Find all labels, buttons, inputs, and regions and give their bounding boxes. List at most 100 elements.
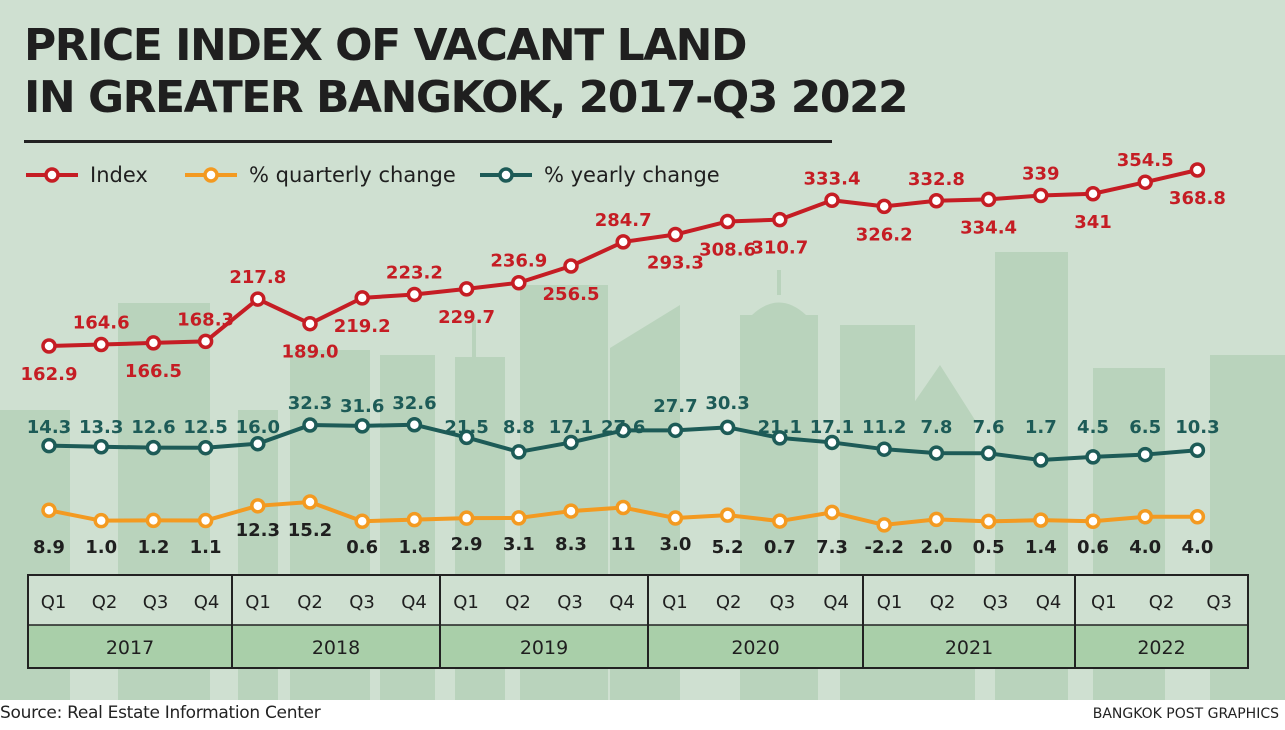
quarter-tick-label: Q3	[770, 592, 796, 613]
quarterly-point	[824, 504, 840, 521]
quarterly-point	[876, 517, 892, 533]
yearly-value-label: 27.6	[601, 417, 645, 438]
index-point	[928, 193, 945, 209]
yearly-value-label: 17.1	[549, 417, 593, 438]
yearly-point	[302, 417, 318, 433]
yearly-line-icon	[480, 167, 532, 183]
quarterly-point	[615, 499, 631, 516]
index-value-label: 219.2	[334, 316, 391, 337]
quarterly-point	[563, 503, 579, 519]
quarterly-point	[93, 512, 109, 529]
quarterly-value-label: 2.9	[451, 534, 483, 555]
index-value-label: 162.9	[21, 364, 78, 385]
quarter-tick-label: Q2	[1149, 592, 1175, 613]
year-label: 2020	[731, 637, 779, 659]
yearly-point	[667, 422, 684, 439]
index-point	[719, 213, 736, 230]
quarterly-value-label: 5.2	[712, 537, 744, 558]
yearly-point	[354, 418, 370, 434]
yearly-point	[824, 434, 840, 451]
quarterly-value-label: 8.9	[33, 537, 65, 558]
year-label: 2022	[1137, 637, 1185, 659]
yearly-value-label: 16.0	[236, 417, 280, 438]
yearly-value-label: 6.5	[1129, 417, 1161, 438]
year-label: 2019	[520, 637, 568, 659]
yearly-value-label: 7.6	[973, 417, 1005, 438]
quarter-tick-label: Q4	[401, 592, 427, 613]
quarterly-value-label: 12.3	[236, 520, 280, 541]
quarter-tick-label: Q2	[716, 592, 742, 613]
quarter-tick-label: Q3	[983, 592, 1009, 613]
yearly-value-label: 27.7	[653, 396, 697, 417]
yearly-value-label: 11.2	[862, 417, 906, 438]
index-point	[1189, 162, 1206, 178]
yearly-value-label: 12.5	[183, 417, 227, 438]
quarterly-value-label: 3.0	[659, 534, 691, 555]
index-point	[1137, 174, 1153, 190]
year-label: 2018	[312, 637, 360, 659]
quarter-tick-label: Q1	[453, 592, 479, 613]
yearly-point	[406, 416, 423, 433]
yearly-point	[197, 439, 214, 456]
index-point	[41, 338, 57, 354]
yearly-point	[41, 437, 57, 454]
legend-item-yearly: % yearly change	[478, 160, 720, 190]
yearly-value-label: 32.6	[392, 393, 436, 414]
index-value-label: 339	[1022, 163, 1060, 184]
legend-item-quarterly: % quarterly change	[183, 160, 456, 190]
yearly-point	[1085, 449, 1101, 465]
quarter-tick-label: Q4	[194, 592, 220, 613]
index-point	[824, 192, 840, 209]
quarter-tick-label: Q2	[505, 592, 531, 613]
index-point	[772, 211, 788, 228]
quarterly-value-label: 4.0	[1181, 537, 1213, 558]
yearly-value-label: 17.1	[810, 417, 854, 438]
yearly-point	[1137, 446, 1153, 463]
index-value-label: 310.7	[751, 238, 808, 259]
yearly-point	[980, 445, 997, 462]
index-point	[197, 333, 214, 350]
quarter-tick-label: Q1	[877, 592, 903, 613]
yearly-value-label: 21.5	[444, 417, 488, 438]
quarterly-value-label: 0.7	[764, 537, 796, 558]
series-lines	[41, 162, 1206, 533]
yearly-value-label: 12.6	[131, 417, 175, 438]
index-point	[615, 234, 631, 250]
yearly-value-label: 14.3	[27, 417, 71, 438]
index-value-label: 189.0	[282, 342, 339, 363]
yearly-point	[772, 430, 788, 446]
index-value-label: 332.8	[908, 169, 965, 190]
yearly-point	[250, 435, 266, 452]
quarterly-value-label: 1.1	[190, 537, 222, 558]
quarterly-point	[1189, 508, 1206, 525]
quarter-tick-label: Q4	[1036, 592, 1062, 613]
index-value-label: 223.2	[386, 262, 443, 283]
chart-title-line1: PRICE INDEX OF VACANT LAND	[24, 20, 748, 71]
yearly-point	[93, 439, 109, 455]
quarterly-value-label: 15.2	[288, 520, 332, 541]
quarter-tick-label: Q1	[1091, 592, 1117, 613]
quarterly-value-label: 1.4	[1025, 537, 1057, 558]
quarterly-point	[197, 512, 214, 529]
x-axis: 2017 Q1 Q2 Q3 Q4 2018 Q1 Q2 Q3 Q4 2019 Q1 Q2 Q3 Q4 2020…	[27, 574, 1249, 669]
yearly-point	[1189, 442, 1206, 458]
index-point	[980, 191, 997, 208]
index-point	[145, 335, 162, 351]
index-point	[1033, 187, 1049, 204]
yearly-value-label: 30.3	[705, 393, 749, 414]
legend-label-yearly: % yearly change	[544, 163, 720, 187]
index-point	[354, 290, 370, 306]
quarterly-value-label: 11	[611, 534, 636, 555]
yearly-value-label: 10.3	[1175, 417, 1219, 438]
yearly-point	[1033, 452, 1049, 468]
yearly-value-label: 13.3	[79, 417, 123, 438]
quarterly-value-label: 0.6	[346, 537, 378, 558]
quarterly-point	[354, 513, 370, 529]
year-label: 2017	[106, 637, 154, 659]
index-value-label: 166.5	[125, 361, 182, 382]
quarterly-point	[1137, 508, 1153, 525]
quarter-tick-label: Q3	[1206, 592, 1232, 613]
quarterly-point	[772, 513, 788, 529]
index-value-label: 341	[1074, 212, 1112, 233]
